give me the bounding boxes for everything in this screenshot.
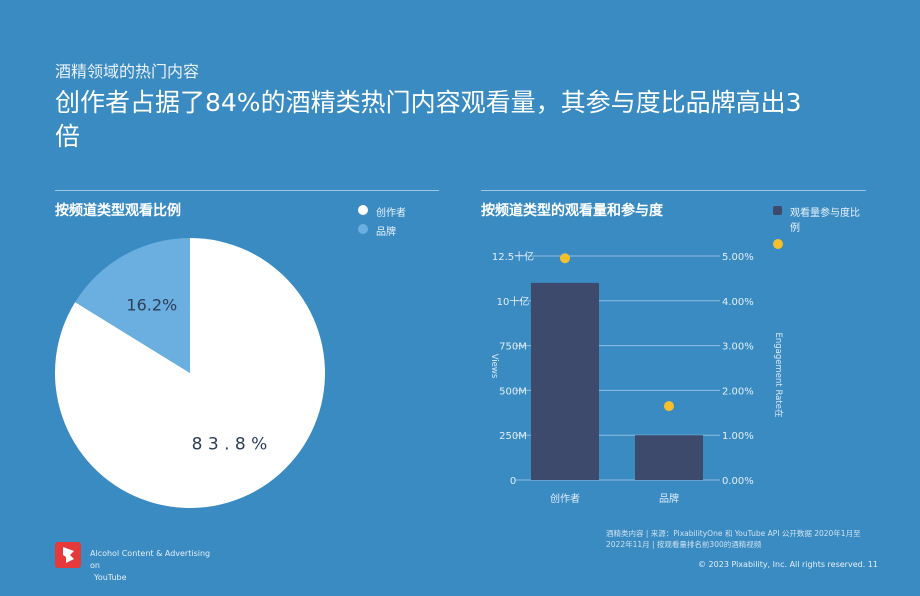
brand-caption-line2: YouTube [94,573,127,582]
left-tick-label: 0 [510,476,516,487]
right-tick-label: 4.00% [722,297,754,308]
pie-label-creator: 8 3 . 8 % [192,435,268,455]
pie-legend-item-creator: 创作者 [358,204,406,219]
brand-caption: Alcohol Content & Advertising on YouTube [90,548,220,584]
pie-slice-brand [75,238,190,373]
right-tick-label: 0.00% [722,476,754,487]
copyright: © 2023 Pixability, Inc. All rights reser… [698,560,878,569]
right-tick-label: 1.00% [722,431,754,442]
right-axis-ticks: 5.00% 4.00% 3.00% 2.00% 1.00% 0.00% [722,252,754,487]
legend-swatch-brand [358,224,368,234]
right-tick-label: 5.00% [722,252,754,263]
legend-swatch-views [773,206,782,215]
category-label-0: 创作者 [550,492,580,505]
left-tick-label: 750M [499,342,527,353]
pie-chart-title: 按频道类型观看比例 [55,203,181,219]
left-tick-label: 500M [499,386,527,397]
category-label-1: 品牌 [659,492,679,505]
bar-0 [531,282,599,480]
page-subtitle: 酒精领域的热门内容 [55,62,200,81]
bar-series [531,282,703,480]
bar-chart: 12.5十亿 10十亿 750M 500M 250M 0 5.00% 4.00% 3.00% 2… [489,250,784,505]
left-tick-label: 12.5十亿 [492,250,534,263]
left-tick-label: 10十亿 [497,295,530,308]
logo-icon [63,547,74,563]
engagement-point-0 [560,253,570,264]
bar-1 [635,435,703,480]
category-labels: 创作者 品牌 [550,492,679,505]
engagement-series [560,253,674,412]
right-tick-label: 3.00% [722,342,754,353]
source-footnote: 酒精类内容 | 来源：PixabilityOne 和 YouTube API 公… [606,529,861,549]
engagement-point-1 [664,401,674,412]
right-panel-rule [481,190,866,191]
brand-caption-line1: Alcohol Content & Advertising on [90,549,211,570]
pie-legend: 创作者 品牌 [358,204,406,242]
bar-chart-title: 按频道类型的观看量和参与度 [481,203,663,219]
pie-label-brand: 16.2% [126,296,177,315]
legend-label-creator: 创作者 [376,208,406,219]
left-axis-label: Views [489,354,499,379]
pie-chart: 8 3 . 8 % 16.2% [55,238,326,508]
left-tick-label: 250M [499,431,527,442]
pixability-logo [55,542,81,568]
left-panel-rule [55,190,439,191]
pie-slice-creator [55,238,326,508]
bar-legend-item-engagement [773,238,865,249]
bar-legend-item-views: 观看量参与度比例 [773,204,865,234]
legend-swatch-creator [358,205,368,215]
right-tick-label: 2.00% [722,386,754,397]
left-axis-ticks: 12.5十亿 10十亿 750M 500M 250M 0 [492,250,534,487]
bar-legend: 观看量参与度比例 [773,204,865,253]
right-axis-label: Engagement Rate在 [773,333,784,418]
page-headline: 创作者占据了84%的酒精类热门内容观看量，其参与度比品牌高出3倍 [55,88,802,151]
legend-swatch-engagement [773,239,783,249]
pie-legend-item-brand: 品牌 [358,223,406,238]
legend-label-views: 观看量参与度比例 [790,208,860,234]
legend-label-brand: 品牌 [376,227,396,238]
